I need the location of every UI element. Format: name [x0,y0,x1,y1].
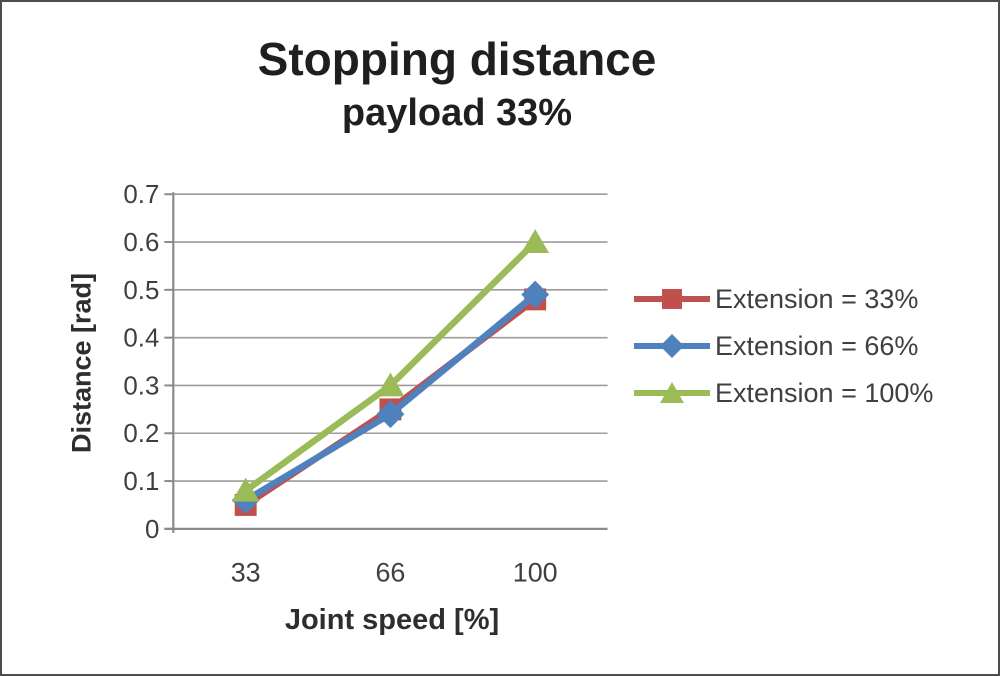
y-tick-label: 0.3 [123,372,159,400]
x-tick-label: 66 [375,558,405,588]
data-point-marker [376,372,405,397]
x-tick-label: 33 [231,558,261,588]
data-point-marker [231,477,260,502]
data-point-marker [376,400,405,429]
y-tick-label: 0.2 [123,420,159,448]
legend-item: Extension = 100% [632,377,933,409]
y-tick-label: 0 [145,516,159,544]
series-line [242,238,539,494]
chart-subtitle: payload 33% [341,92,573,134]
x-tick-label: 100 [513,558,558,588]
legend-label: Extension = 66% [715,330,919,361]
legend-key-icon [634,334,710,358]
legend: Extension = 33% Extension = 66% Extension … [632,283,933,409]
y-tick-label: 0.1 [123,468,159,496]
legend-key-icon [634,382,710,403]
chart-title: Stopping distance [257,33,657,85]
y-tick-label: 0.6 [123,229,159,257]
y-tick-label: 0.4 [123,325,159,353]
data-point-marker [521,280,550,309]
data-point-marker [521,229,550,253]
y-axis-title: Distance [rad] [66,272,97,454]
legend-label: Extension = 100% [715,377,934,408]
series-line [242,291,539,504]
y-tick-label: 0.7 [123,181,159,209]
y-tick-label: 0.5 [123,277,159,305]
legend-label: Extension = 33% [715,283,919,314]
legend-item: Extension = 66% [632,330,933,362]
legend-item: Extension = 33% [632,283,933,315]
legend-key-icon [634,289,710,309]
x-axis-title: Joint speed [%] [284,604,500,636]
